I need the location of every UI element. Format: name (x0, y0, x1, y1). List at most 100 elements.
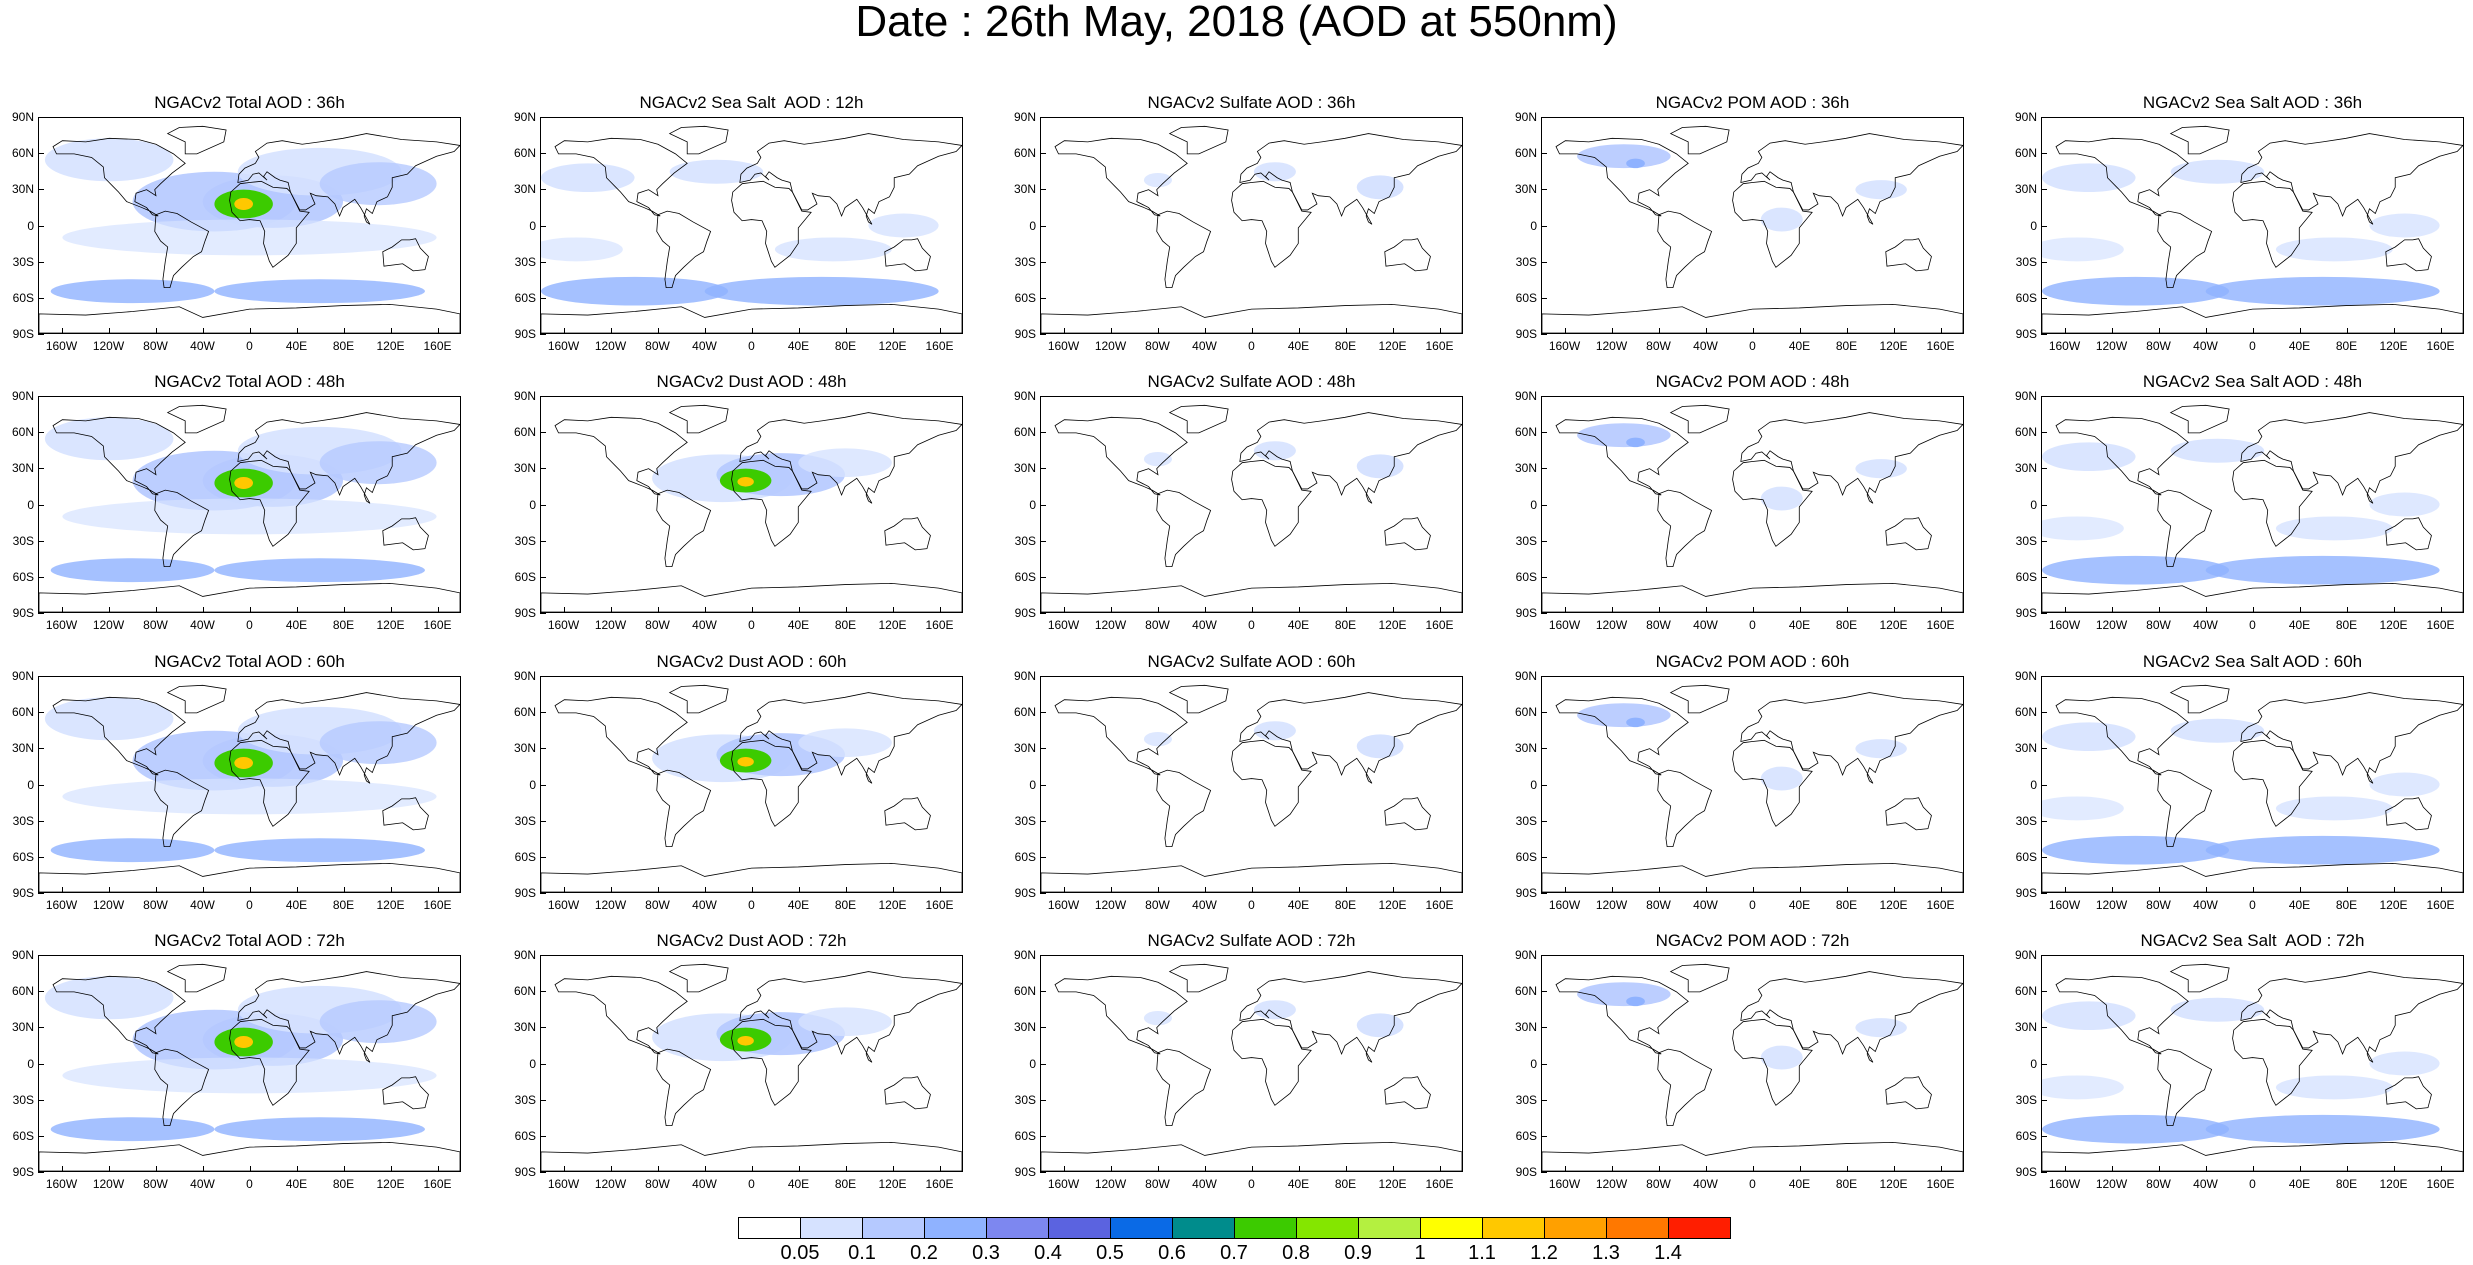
lon-tick-label: 40W (692, 339, 717, 353)
coastline (2385, 517, 2432, 551)
coastline (1885, 517, 1932, 551)
lon-tick (1063, 607, 1065, 613)
coastline (237, 971, 460, 1063)
lon-tick (610, 1166, 612, 1172)
aod-map (1040, 117, 1463, 334)
coastline (2385, 1076, 2432, 1110)
panel-title: NGACv2 Dust AOD : 72h (656, 931, 847, 950)
lat-tick-label: 60N (11, 705, 34, 720)
lat-tick (38, 893, 44, 894)
lon-tick-label: 80E (2335, 339, 2358, 353)
lat-tick-label: 60N (11, 425, 34, 440)
lon-tick (1251, 1166, 1253, 1172)
lon-tick (155, 1166, 157, 1172)
lat-tick (540, 1063, 546, 1065)
lon-tick-label: 40E (2288, 1177, 2311, 1191)
lon-tick-label: 40E (1287, 339, 1310, 353)
coastline (1669, 963, 1730, 993)
lon-tick-label: 0 (1749, 618, 1756, 632)
lon-tick-label: 0 (748, 1177, 755, 1191)
lon-tick-label: 120W (594, 898, 627, 912)
lon-tick (892, 1166, 894, 1172)
lon-tick-label: 160W (547, 898, 580, 912)
lat-tick-label: 90S (1515, 327, 1537, 341)
coastline (1054, 696, 1188, 776)
colorbar-swatch (862, 1217, 925, 1239)
lon-tick-label: 80W (2146, 618, 2171, 632)
coastline (884, 517, 931, 551)
lon-tick (1658, 607, 1660, 613)
lat-tick-label: 60S (2015, 569, 2037, 584)
lat-tick-label: 60S (12, 569, 34, 584)
lon-tick (1157, 1166, 1159, 1172)
lon-tick-label: 40W (692, 618, 717, 632)
lon-tick-label: 160E (925, 1177, 954, 1191)
coastline (2240, 133, 2463, 225)
coastline (554, 137, 688, 217)
lat-tick-label: 60S (1014, 1128, 1036, 1143)
lon-tick (1846, 328, 1848, 334)
map-canvas (39, 125, 460, 333)
lon-tick (1564, 1166, 1566, 1172)
lon-tick (1846, 607, 1848, 613)
lon-tick-label: 120W (1094, 1177, 1127, 1191)
lon-tick (61, 1166, 63, 1172)
lon-tick (892, 887, 894, 893)
aerosol-field (2369, 772, 2440, 797)
lon-tick (1063, 1166, 1065, 1172)
lon-tick (343, 328, 345, 334)
lon-tick-label: 80W (645, 1177, 670, 1191)
panel-title: NGACv2 Dust AOD : 48h (656, 372, 847, 391)
coastline (739, 412, 962, 504)
lat-tick (38, 1063, 44, 1065)
aerosol-field (50, 838, 215, 863)
lon-tick (2393, 1166, 2395, 1172)
lat-tick (540, 396, 546, 397)
coastline (656, 1048, 712, 1127)
lon-tick-label: 120E (1378, 898, 1407, 912)
lon-tick-label: 0 (1749, 898, 1756, 912)
coastline (2157, 769, 2213, 848)
aerosol-field (1626, 996, 1645, 1007)
lat-tick-label: 30N (1013, 741, 1036, 756)
lon-tick (751, 328, 753, 334)
lat-tick (1040, 613, 1046, 614)
aerosol-field (1855, 1018, 1907, 1038)
lon-tick (1705, 607, 1707, 613)
lat-tick (38, 576, 44, 578)
lat-tick (540, 712, 546, 714)
lat-tick (1040, 991, 1046, 993)
aerosol-field (1577, 423, 1671, 448)
lon-tick-label: 160E (2426, 339, 2455, 353)
panel-title: NGACv2 Sea Salt AOD : 60h (2142, 652, 2363, 671)
map-canvas (39, 963, 460, 1171)
lat-tick-label: 60N (11, 146, 34, 161)
lat-tick (540, 955, 546, 956)
lat-tick-label: 90S (514, 886, 536, 900)
lat-tick-label: 0 (1530, 1056, 1537, 1071)
lon-tick (2346, 1166, 2348, 1172)
aerosol-field (1253, 162, 1296, 182)
lat-tick (2041, 225, 2047, 227)
coastline (2055, 416, 2189, 496)
lat-tick-label: 60S (12, 1128, 34, 1143)
lat-tick-label: 60S (514, 569, 536, 584)
lon-tick (845, 1166, 847, 1172)
lat-tick (1541, 117, 1547, 118)
colorbar-label: 0.1 (848, 1242, 876, 1264)
lon-tick-label: 120W (1094, 339, 1127, 353)
lon-tick (2111, 607, 2113, 613)
aerosol-field (1253, 441, 1296, 461)
lat-tick (1040, 712, 1046, 714)
map-canvas (2042, 125, 2463, 333)
coastline (2232, 1018, 2313, 1106)
lon-tick-label: 80W (1646, 618, 1671, 632)
lat-tick (1541, 820, 1547, 822)
lat-tick-label: 90N (1013, 948, 1036, 962)
lat-tick (1040, 117, 1046, 118)
map-canvas (2042, 684, 2463, 892)
lat-tick-label: 60N (1514, 425, 1537, 440)
coastline (541, 862, 962, 892)
map-canvas (1041, 125, 1462, 333)
lat-tick-label: 90N (11, 110, 34, 124)
